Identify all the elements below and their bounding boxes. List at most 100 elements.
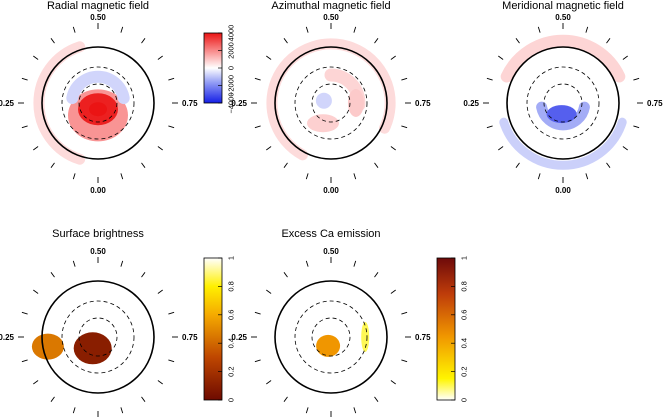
colorbar-tick-label: 0.2 bbox=[460, 366, 469, 376]
map-features bbox=[266, 38, 396, 161]
phase-tick bbox=[283, 396, 288, 402]
phase-label-left: 0.25 bbox=[231, 333, 247, 342]
latitude-circle-dashed bbox=[78, 83, 118, 123]
colorbar-tick-label: 0.6 bbox=[227, 310, 236, 320]
phase-tick bbox=[305, 173, 309, 180]
phase-tick bbox=[141, 38, 146, 44]
colorbar: 1 0.8 0.6 0.4 0.2 0 bbox=[203, 256, 236, 402]
phase-tick bbox=[141, 396, 146, 402]
colorbar-tick-label: 0 bbox=[460, 398, 469, 402]
map-feature-negative-arc bbox=[66, 70, 130, 105]
phase-label-left: 0.25 bbox=[463, 99, 479, 108]
phase-tick bbox=[72, 26, 76, 33]
equator-circle bbox=[41, 46, 155, 160]
map-feature-low-latitude-band bbox=[33, 41, 86, 165]
phase-tick bbox=[633, 125, 640, 129]
phase-tick bbox=[283, 38, 288, 44]
equator-circle bbox=[274, 280, 388, 394]
phase-tick bbox=[33, 55, 39, 60]
phase-tick bbox=[374, 162, 379, 168]
colorbar-tick-label: 0 bbox=[227, 398, 236, 402]
phase-tick bbox=[585, 173, 589, 180]
phase-tick bbox=[374, 272, 379, 278]
phase-label-right: 0.75 bbox=[415, 333, 431, 342]
map-features bbox=[31, 332, 112, 365]
colorbar-tick-label: 0.8 bbox=[460, 281, 469, 291]
phase-tick bbox=[374, 396, 379, 402]
phase-tick bbox=[374, 38, 379, 44]
phase-tick bbox=[401, 77, 408, 81]
phase-tick bbox=[537, 26, 541, 33]
phase-tick bbox=[498, 55, 504, 60]
map-feature-small-patch bbox=[361, 322, 370, 352]
phase-tick bbox=[498, 146, 504, 151]
phase-tick bbox=[72, 407, 76, 414]
phase-tick bbox=[141, 162, 146, 168]
polar-map-panel: 0.50 0.00 0.25 0.75 Radial magnetic field 400… bbox=[0, 0, 236, 195]
phase-label-top: 0.50 bbox=[90, 13, 106, 22]
phase-label-left: 0.25 bbox=[0, 99, 15, 108]
phase-tick bbox=[120, 26, 124, 33]
phase-tick bbox=[353, 260, 357, 267]
phase-tick bbox=[72, 173, 76, 180]
colorbar-tick-label: 4000 bbox=[227, 25, 236, 42]
phase-tick bbox=[21, 77, 28, 81]
phase-tick bbox=[141, 272, 146, 278]
colorbar-tick-label: 0.8 bbox=[227, 281, 236, 291]
latitude-circle-dashed bbox=[311, 83, 351, 123]
colorbar-tick-label: 0.6 bbox=[460, 310, 469, 320]
colorbar-scale bbox=[203, 257, 223, 401]
phase-tick bbox=[401, 125, 408, 129]
phase-tick bbox=[50, 396, 55, 402]
phase-tick bbox=[50, 272, 55, 278]
latitude-circle-dashed bbox=[61, 66, 135, 140]
phase-tick bbox=[254, 77, 261, 81]
phase-label-bottom: 0.00 bbox=[323, 186, 339, 195]
map-feature-negative-band bbox=[536, 101, 590, 131]
phase-label-right: 0.75 bbox=[647, 99, 663, 108]
phase-tick bbox=[157, 146, 163, 151]
phase-tick bbox=[168, 77, 175, 81]
phase-tick bbox=[401, 311, 408, 315]
phase-label-bottom: 0.00 bbox=[90, 186, 106, 195]
phase-tick bbox=[283, 272, 288, 278]
map-feature-low-latitude-arc bbox=[499, 117, 627, 170]
chart-title: Radial magnetic field bbox=[47, 0, 149, 12]
phase-tick bbox=[72, 260, 76, 267]
phase-tick bbox=[486, 125, 493, 129]
phase-tick bbox=[305, 407, 309, 414]
phase-label-left: 0.25 bbox=[231, 99, 247, 108]
phase-tick bbox=[606, 162, 611, 168]
latitude-circle-dashed bbox=[294, 300, 368, 374]
map-features bbox=[33, 41, 130, 165]
map-feature-spot bbox=[347, 89, 364, 117]
chart-title: Surface brightness bbox=[52, 228, 144, 240]
equator-circle bbox=[41, 280, 155, 394]
phase-tick bbox=[390, 380, 396, 385]
phase-tick bbox=[21, 125, 28, 129]
colorbar-tick-label: 1 bbox=[227, 256, 236, 260]
phase-label-top: 0.50 bbox=[323, 13, 339, 22]
phase-tick bbox=[120, 173, 124, 180]
phase-tick bbox=[168, 311, 175, 315]
latitude-circle-dashed bbox=[61, 300, 135, 374]
phase-label-top: 0.50 bbox=[323, 247, 339, 256]
phase-tick bbox=[21, 359, 28, 363]
map-features bbox=[499, 34, 627, 170]
map-feature-dark-polar-spot bbox=[73, 332, 112, 365]
map-feature-polar-patch bbox=[316, 334, 341, 357]
phase-label-right: 0.75 bbox=[415, 99, 431, 108]
phase-tick bbox=[157, 55, 163, 60]
phase-tick bbox=[622, 146, 628, 151]
chart-title: Meridional magnetic field bbox=[502, 0, 624, 12]
phase-tick bbox=[486, 77, 493, 81]
latitude-circle-dashed bbox=[543, 83, 583, 123]
phase-tick bbox=[50, 162, 55, 168]
phase-tick bbox=[606, 38, 611, 44]
phase-tick bbox=[266, 289, 272, 294]
map-feature-near-pole bbox=[315, 92, 332, 109]
phase-tick bbox=[622, 55, 628, 60]
